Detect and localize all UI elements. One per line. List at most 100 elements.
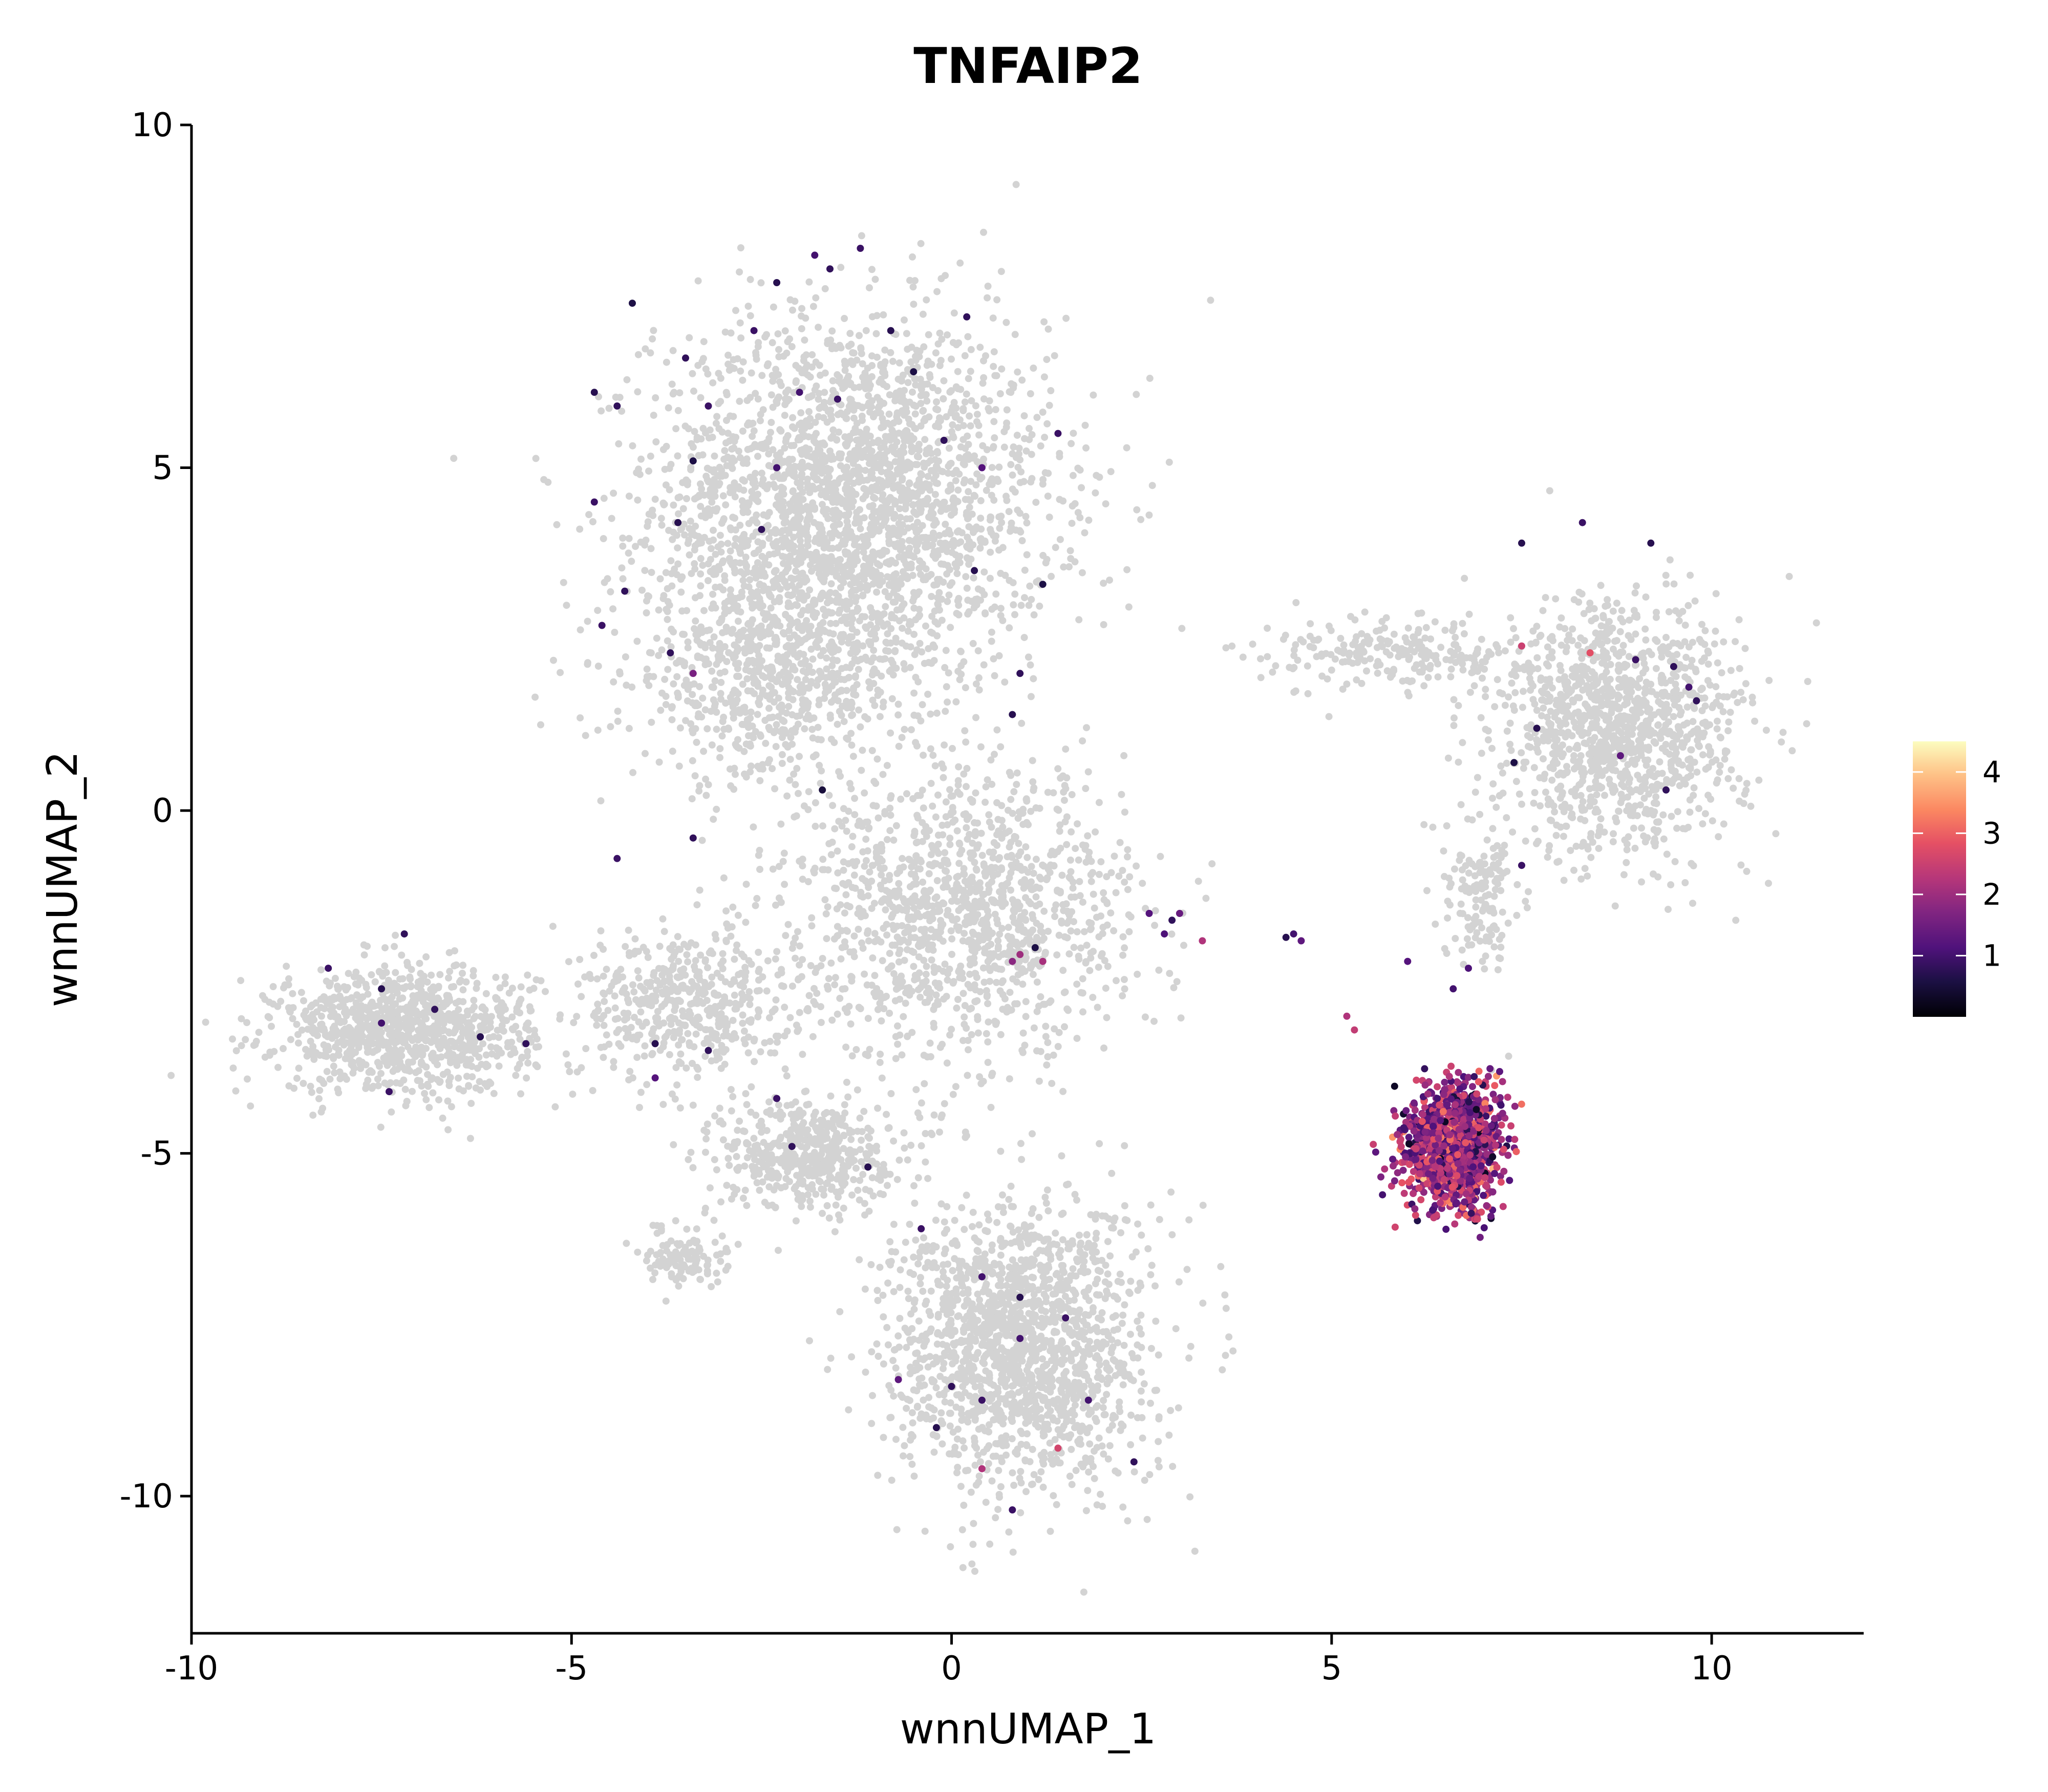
background-cell	[645, 681, 653, 689]
background-cell	[472, 1084, 480, 1092]
background-cell	[659, 1043, 667, 1051]
background-cell	[885, 581, 893, 588]
background-cell	[717, 1010, 725, 1017]
background-cell	[417, 977, 424, 985]
background-cell	[713, 1166, 720, 1174]
background-cell	[785, 559, 793, 566]
background-cell	[376, 968, 383, 976]
background-cell	[589, 1087, 596, 1094]
background-cell	[619, 535, 627, 542]
background-cell	[972, 680, 980, 688]
background-cell	[705, 478, 712, 486]
background-cell	[917, 422, 925, 430]
background-cell	[949, 421, 956, 429]
background-cell	[419, 1022, 426, 1030]
background-cell	[381, 944, 389, 952]
background-cell	[673, 659, 680, 667]
background-cell	[837, 462, 844, 470]
background-cell	[749, 616, 756, 624]
background-cell	[855, 463, 862, 471]
background-cell	[525, 1026, 532, 1034]
background-cell	[409, 992, 417, 999]
background-cell	[708, 980, 715, 988]
background-cell	[947, 624, 954, 631]
background-cell	[699, 694, 707, 702]
background-cell	[980, 228, 987, 236]
background-cell	[1085, 517, 1093, 524]
background-cell	[930, 521, 937, 529]
background-cell	[837, 264, 845, 271]
background-cell	[517, 983, 525, 991]
background-cell	[915, 565, 923, 572]
background-cell	[388, 1108, 395, 1116]
background-cell	[1032, 499, 1040, 506]
background-cell	[716, 639, 723, 647]
background-cell	[751, 1058, 758, 1065]
background-cell	[805, 992, 813, 999]
background-cell	[808, 669, 816, 676]
background-cell	[601, 1043, 608, 1051]
background-cell	[710, 816, 717, 823]
background-cell	[860, 477, 867, 484]
background-cell	[966, 538, 973, 545]
background-cell	[459, 1087, 467, 1095]
background-cell	[708, 973, 716, 981]
background-cell	[524, 1048, 531, 1055]
background-cell	[706, 1012, 713, 1019]
background-cell	[727, 592, 734, 600]
background-cell	[775, 371, 782, 378]
background-cell	[990, 655, 997, 663]
background-cell	[846, 534, 854, 541]
background-cell	[1165, 458, 1173, 466]
background-cell	[837, 409, 844, 417]
background-cell	[655, 758, 663, 766]
background-cell	[625, 926, 632, 934]
background-cell	[597, 927, 605, 935]
background-cell	[876, 713, 884, 720]
background-cell	[917, 570, 924, 578]
background-cell	[609, 605, 617, 613]
background-cell	[936, 606, 943, 614]
background-cell	[745, 988, 753, 995]
background-cell	[860, 1107, 868, 1115]
background-cell	[858, 655, 865, 663]
background-cell	[766, 623, 774, 631]
background-cell	[690, 387, 697, 395]
background-cell	[821, 404, 829, 412]
background-cell	[733, 673, 741, 680]
background-cell	[831, 691, 839, 699]
background-cell	[781, 412, 788, 419]
background-cell	[828, 609, 836, 616]
background-cell	[764, 585, 772, 593]
background-cell	[869, 551, 877, 559]
background-cell	[771, 689, 778, 696]
background-cell	[963, 390, 970, 398]
background-cell	[897, 456, 905, 463]
background-cell	[868, 447, 876, 455]
background-cell	[772, 615, 779, 623]
background-cell	[775, 353, 783, 360]
background-cell	[466, 1135, 474, 1142]
background-cell	[923, 450, 930, 458]
background-cell	[883, 762, 891, 770]
background-cell	[871, 568, 878, 576]
background-cell	[736, 397, 743, 405]
background-cell	[909, 283, 917, 291]
background-cell	[357, 1064, 365, 1072]
background-cell	[658, 521, 666, 529]
background-cell	[811, 450, 819, 457]
background-cell	[625, 724, 633, 732]
background-cell	[788, 343, 796, 350]
background-cell	[600, 972, 607, 980]
background-cell	[607, 723, 614, 731]
background-cell	[1056, 453, 1063, 460]
background-cell	[668, 380, 676, 388]
background-cell	[933, 288, 941, 295]
background-cell	[389, 1051, 397, 1058]
background-cell	[869, 502, 877, 509]
background-cell	[689, 691, 696, 698]
background-cell	[439, 1027, 446, 1035]
background-cell	[911, 277, 919, 285]
background-cell	[683, 985, 691, 993]
background-cell	[872, 611, 880, 619]
